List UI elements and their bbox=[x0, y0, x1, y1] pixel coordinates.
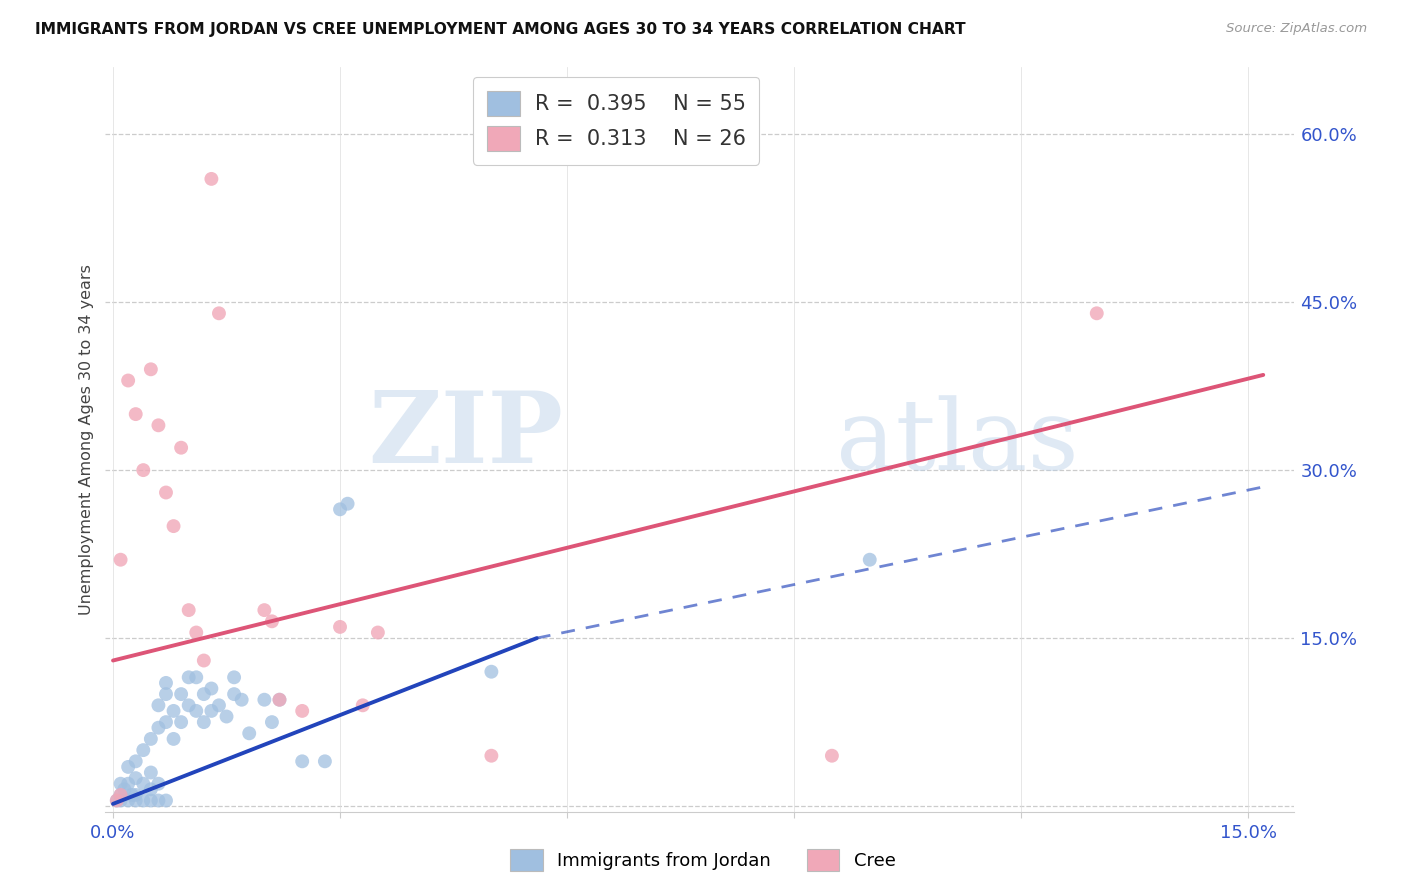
Legend: R =  0.395    N = 55, R =  0.313    N = 26: R = 0.395 N = 55, R = 0.313 N = 26 bbox=[474, 78, 759, 165]
Point bbox=[162, 731, 184, 746]
Point bbox=[148, 793, 170, 807]
Point bbox=[253, 692, 276, 706]
Point bbox=[260, 715, 283, 730]
Point bbox=[253, 603, 276, 617]
Point bbox=[117, 760, 139, 774]
Point bbox=[162, 519, 184, 533]
Point bbox=[155, 485, 177, 500]
Point bbox=[238, 726, 260, 740]
Point bbox=[117, 777, 139, 791]
Point bbox=[1085, 306, 1108, 320]
Text: IMMIGRANTS FROM JORDAN VS CREE UNEMPLOYMENT AMONG AGES 30 TO 34 YEARS CORRELATIO: IMMIGRANTS FROM JORDAN VS CREE UNEMPLOYM… bbox=[35, 22, 966, 37]
Point bbox=[208, 306, 231, 320]
Point bbox=[177, 603, 200, 617]
Point bbox=[231, 692, 253, 706]
Point bbox=[139, 731, 162, 746]
Point bbox=[112, 782, 135, 797]
Point bbox=[155, 687, 177, 701]
Point bbox=[859, 552, 882, 566]
Point bbox=[186, 670, 208, 684]
Point bbox=[821, 748, 844, 763]
Point bbox=[222, 670, 245, 684]
Point bbox=[314, 754, 336, 768]
Point bbox=[117, 793, 139, 807]
Point bbox=[125, 793, 148, 807]
Legend: Immigrants from Jordan, Cree: Immigrants from Jordan, Cree bbox=[503, 842, 903, 879]
Point bbox=[208, 698, 231, 713]
Point bbox=[125, 788, 148, 802]
Point bbox=[139, 765, 162, 780]
Point bbox=[200, 704, 222, 718]
Point bbox=[291, 754, 314, 768]
Point bbox=[170, 687, 193, 701]
Point bbox=[132, 743, 155, 757]
Point bbox=[170, 715, 193, 730]
Point bbox=[132, 777, 155, 791]
Point bbox=[200, 681, 222, 696]
Point bbox=[125, 771, 148, 785]
Point bbox=[177, 670, 200, 684]
Point bbox=[162, 704, 184, 718]
Point bbox=[215, 709, 238, 723]
Point bbox=[193, 653, 215, 667]
Point bbox=[155, 715, 177, 730]
Point bbox=[155, 793, 177, 807]
Text: Source: ZipAtlas.com: Source: ZipAtlas.com bbox=[1226, 22, 1367, 36]
Point bbox=[193, 715, 215, 730]
Point bbox=[139, 782, 162, 797]
Point bbox=[110, 788, 132, 802]
Point bbox=[352, 698, 374, 713]
Point bbox=[121, 788, 143, 802]
Point bbox=[132, 463, 155, 477]
Text: ZIP: ZIP bbox=[368, 387, 562, 484]
Point bbox=[148, 721, 170, 735]
Y-axis label: Unemployment Among Ages 30 to 34 years: Unemployment Among Ages 30 to 34 years bbox=[79, 264, 94, 615]
Point bbox=[200, 172, 222, 186]
Point bbox=[269, 692, 291, 706]
Point bbox=[329, 502, 352, 516]
Point bbox=[148, 698, 170, 713]
Point bbox=[117, 374, 139, 388]
Point bbox=[110, 788, 132, 802]
Point bbox=[329, 620, 352, 634]
Point bbox=[110, 552, 132, 566]
Point bbox=[336, 497, 359, 511]
Point bbox=[148, 777, 170, 791]
Point bbox=[139, 362, 162, 376]
Point bbox=[260, 615, 283, 629]
Point bbox=[105, 793, 128, 807]
Point bbox=[479, 748, 502, 763]
Point bbox=[170, 441, 193, 455]
Point bbox=[186, 704, 208, 718]
Point bbox=[269, 692, 291, 706]
Text: atlas: atlas bbox=[837, 395, 1078, 491]
Point bbox=[177, 698, 200, 713]
Point bbox=[105, 793, 128, 807]
Point bbox=[367, 625, 389, 640]
Point bbox=[193, 687, 215, 701]
Point bbox=[155, 676, 177, 690]
Point bbox=[125, 754, 148, 768]
Point bbox=[148, 418, 170, 433]
Point bbox=[139, 793, 162, 807]
Point bbox=[186, 625, 208, 640]
Point bbox=[222, 687, 245, 701]
Point bbox=[291, 704, 314, 718]
Point bbox=[132, 793, 155, 807]
Point bbox=[110, 793, 132, 807]
Point bbox=[125, 407, 148, 421]
Point bbox=[479, 665, 502, 679]
Point bbox=[110, 777, 132, 791]
